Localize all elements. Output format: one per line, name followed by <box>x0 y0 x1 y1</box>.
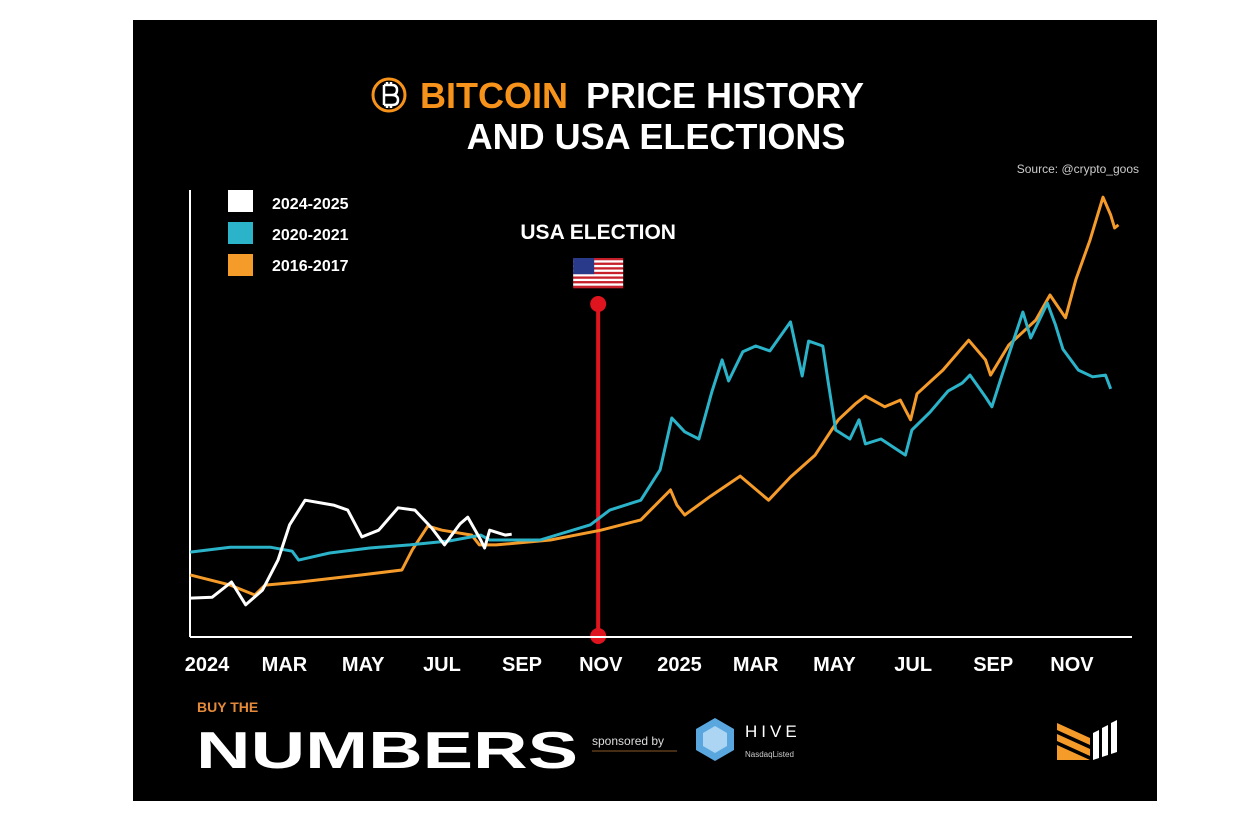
legend-item-2016: 2016-2017 <box>228 254 349 276</box>
us-flag-icon <box>573 258 624 289</box>
x-tick-labels: 2024 MAR MAY JUL SEP NOV 2025 MAR MAY JUL SEP NOV <box>185 654 1095 676</box>
series-line-2020-2021 <box>190 301 1113 562</box>
x-tick-label: MAR <box>262 654 308 676</box>
legend-swatch <box>228 222 253 244</box>
election-marker <box>590 296 607 644</box>
brand-small: BUY THE <box>197 699 258 715</box>
title-rest: PRICE HISTORY <box>586 75 864 116</box>
election-label: USA ELECTION <box>520 221 676 244</box>
series-line-2016-2017 <box>189 195 1120 597</box>
x-tick-label: SEP <box>973 654 1013 676</box>
legend-label: 2016-2017 <box>272 258 349 275</box>
title-highlight: BITCOIN <box>420 75 568 116</box>
title-line2: AND USA ELECTIONS <box>467 116 846 157</box>
legend-label: 2024-2025 <box>272 196 349 213</box>
x-tick-label: SEP <box>502 654 542 676</box>
x-tick-label: NOV <box>1050 654 1094 676</box>
page-title: BITCOIN PRICE HISTORY <box>420 75 864 116</box>
x-tick-label: MAY <box>813 654 856 676</box>
election-dot-top <box>590 296 607 312</box>
x-tick-label: 2025 <box>657 654 702 676</box>
hive-hexagon-icon <box>696 718 734 761</box>
x-tick-label: MAY <box>342 654 385 676</box>
legend-label: 2020-2021 <box>272 227 349 244</box>
legend-item-2024: 2024-2025 <box>228 190 349 213</box>
buy-the-numbers-logo-icon <box>1057 720 1117 760</box>
sponsored-by: sponsored by <box>592 734 664 748</box>
bitcoin-coin-icon <box>371 77 407 113</box>
x-tick-label: JUL <box>423 654 461 676</box>
brand-big: NUMBERS <box>196 722 578 780</box>
legend-item-2020: 2020-2021 <box>228 222 349 244</box>
x-tick-label: 2024 <box>185 654 230 676</box>
source-credit: Source: @crypto_goos <box>1017 162 1139 176</box>
x-tick-label: NOV <box>579 654 623 676</box>
infographic-panel <box>133 20 1157 801</box>
series-line-2024-2025 <box>190 498 512 607</box>
x-tick-label: MAR <box>733 654 779 676</box>
x-tick-label: JUL <box>894 654 932 676</box>
sponsor-sub: NasdaqListed <box>745 750 794 759</box>
legend-swatch <box>228 190 253 212</box>
legend-swatch <box>228 254 253 276</box>
legend: 2024-2025 2020-2021 2016-2017 <box>228 190 349 276</box>
sponsor-name: HIVE <box>745 722 801 741</box>
series-lines <box>189 195 1120 607</box>
